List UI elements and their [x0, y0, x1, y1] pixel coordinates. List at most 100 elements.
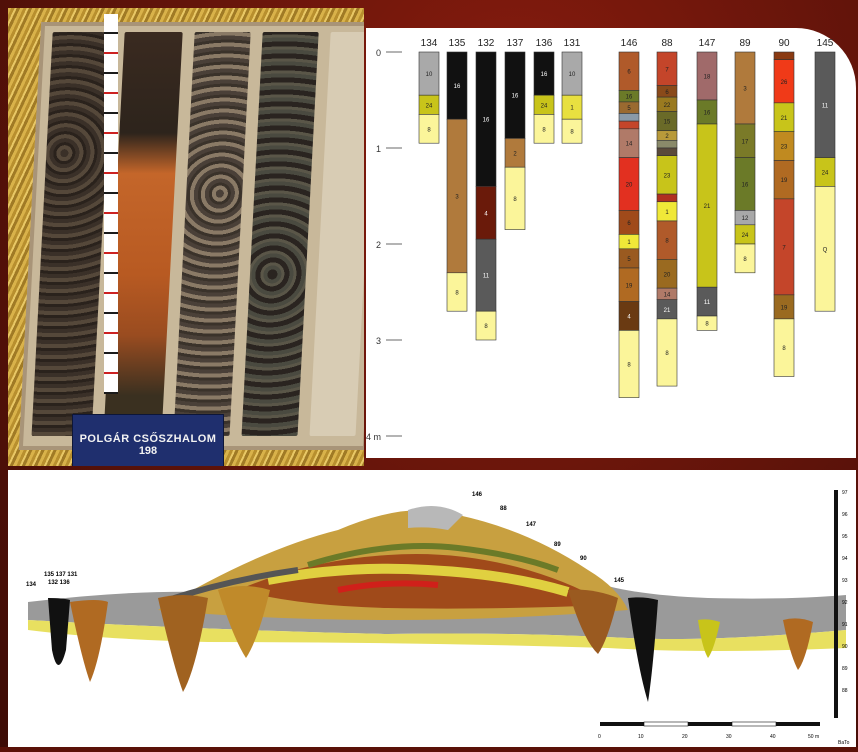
- core-layer-label: Q: [823, 247, 828, 253]
- core-log-id: 137: [507, 38, 524, 49]
- core-log-id: 132: [478, 38, 495, 49]
- core-layer-label: 2: [513, 151, 517, 157]
- elev-tick-89: 89: [842, 666, 848, 672]
- scale-tick-10: 10: [638, 734, 644, 740]
- core-log-id: 146: [621, 38, 638, 49]
- core-log-137: 137 16 2 8: [504, 38, 526, 230]
- section-label-135-137-131: 135 137 131: [44, 572, 78, 578]
- core-log-131: 131 10 1 8: [561, 38, 583, 144]
- core-log-136: 136 16 24 8: [533, 38, 555, 144]
- ditch-6: [698, 619, 720, 658]
- scale-tick-40: 40: [770, 734, 776, 740]
- cross-section-diagram: 146 88 147 89 90 145 135 137 131 132 136…: [26, 490, 850, 746]
- ditch-7: [783, 618, 813, 670]
- core-layer-label: 6: [665, 90, 669, 96]
- core-layer: [418, 114, 440, 144]
- core-layer-label: 8: [705, 322, 709, 328]
- core-layer-label: 11: [483, 274, 490, 280]
- ditch-2: [158, 595, 208, 692]
- scale-tick-50m: 50 m: [808, 734, 819, 740]
- elev-tick-96: 96: [842, 512, 848, 518]
- core-layer-label: 1: [627, 240, 631, 246]
- core-layer: [656, 140, 678, 149]
- core-layer-label: 3: [455, 195, 459, 201]
- core-layer-label: 5: [627, 257, 631, 263]
- scale-bar: 0 10 20 30 40 50 m: [598, 721, 820, 740]
- core-log-132: 132 16 4 11 8: [475, 38, 497, 341]
- core-layer-label: 20: [664, 272, 671, 278]
- tell-red-band: [337, 580, 439, 593]
- core-log-146: 146 6 16 5 14 20 6 1 5 19 4 8: [618, 38, 640, 398]
- core-log-88: 88 7 6 22 15 2 23 1 8 20 14 21 8: [656, 38, 678, 387]
- elev-tick-94: 94: [842, 556, 848, 562]
- core-log-id: 134: [421, 38, 438, 49]
- ditch-5: [628, 597, 658, 702]
- depth-tick-0: 0: [376, 48, 381, 58]
- elev-tick-92: 92: [842, 600, 848, 606]
- ditch-3: [218, 586, 270, 658]
- core-layer-label: 10: [426, 72, 433, 78]
- core-sample-empty: [309, 32, 364, 436]
- core-layer: [814, 186, 836, 312]
- core-sample-3: [173, 32, 251, 436]
- core-layer-label: 8: [665, 239, 669, 245]
- core-layer: [656, 318, 678, 387]
- core-layer-label: 15: [664, 120, 671, 126]
- core-layer-label: 5: [627, 106, 631, 112]
- core-layer-label: 7: [782, 245, 786, 251]
- core-layer-label: 23: [664, 173, 671, 179]
- core-layer-label: 20: [626, 183, 633, 189]
- core-layer: [504, 166, 526, 230]
- core-layer-label: 26: [781, 80, 788, 86]
- core-log-135: 135 16 3 8: [446, 38, 468, 312]
- core-layer-label: 1: [570, 106, 574, 112]
- core-layer-label: 16: [742, 183, 749, 189]
- core-sample-4: [241, 32, 319, 436]
- core-layer-label: 12: [742, 216, 749, 222]
- tell-summit-gray: [408, 506, 463, 530]
- core-log-id: 90: [778, 38, 790, 49]
- tell-olive-band: [307, 543, 560, 573]
- core-log-id: 131: [564, 38, 581, 49]
- core-layer: [618, 330, 640, 398]
- core-layer-label: 19: [781, 305, 788, 311]
- sample-label-plate: POLGÁR CSŐSZHALOM 198: [72, 414, 224, 466]
- core-layer: [696, 315, 718, 331]
- core-layer-label: 11: [704, 300, 711, 306]
- scale-tick-30: 30: [726, 734, 732, 740]
- core-tray: [18, 22, 364, 450]
- core-sample-1: [31, 32, 113, 436]
- plate-number: 198: [138, 445, 158, 457]
- core-layer-label: 16: [626, 95, 633, 101]
- elev-tick-91: 91: [842, 622, 848, 628]
- core-layer-label: 16: [483, 118, 490, 124]
- core-log-id: 147: [699, 38, 716, 49]
- depth-tick-3: 3: [376, 336, 381, 346]
- core-layer-label: 21: [704, 204, 711, 210]
- core-layer-label: 16: [704, 111, 711, 117]
- section-label-89: 89: [554, 542, 561, 548]
- elev-tick-93: 93: [842, 578, 848, 584]
- core-layer-label: 8: [513, 197, 517, 203]
- elev-tick-88: 88: [842, 688, 848, 694]
- core-layer-label: 14: [664, 292, 671, 298]
- elev-tick-90: 90: [842, 644, 848, 650]
- core-layer-label: 17: [742, 139, 749, 145]
- core-layer-label: 4: [484, 211, 488, 217]
- core-layer-label: 8: [627, 363, 631, 369]
- ditch-4: [568, 589, 618, 654]
- core-layer-label: 19: [781, 178, 788, 184]
- core-layer-label: 22: [664, 103, 671, 109]
- core-layer-label: 24: [822, 171, 829, 177]
- ditch-1: [70, 600, 108, 682]
- ditch-black: [48, 598, 70, 665]
- core-layer-label: 10: [569, 72, 576, 78]
- core-layer-label: 14: [626, 142, 633, 148]
- core-layer: [618, 120, 640, 130]
- scale-tick-0: 0: [598, 734, 601, 740]
- section-label-146: 146: [472, 492, 483, 498]
- plate-site-name: POLGÁR CSŐSZHALOM: [79, 433, 217, 445]
- core-layer-label: 21: [781, 116, 788, 122]
- section-label-145: 145: [614, 578, 625, 584]
